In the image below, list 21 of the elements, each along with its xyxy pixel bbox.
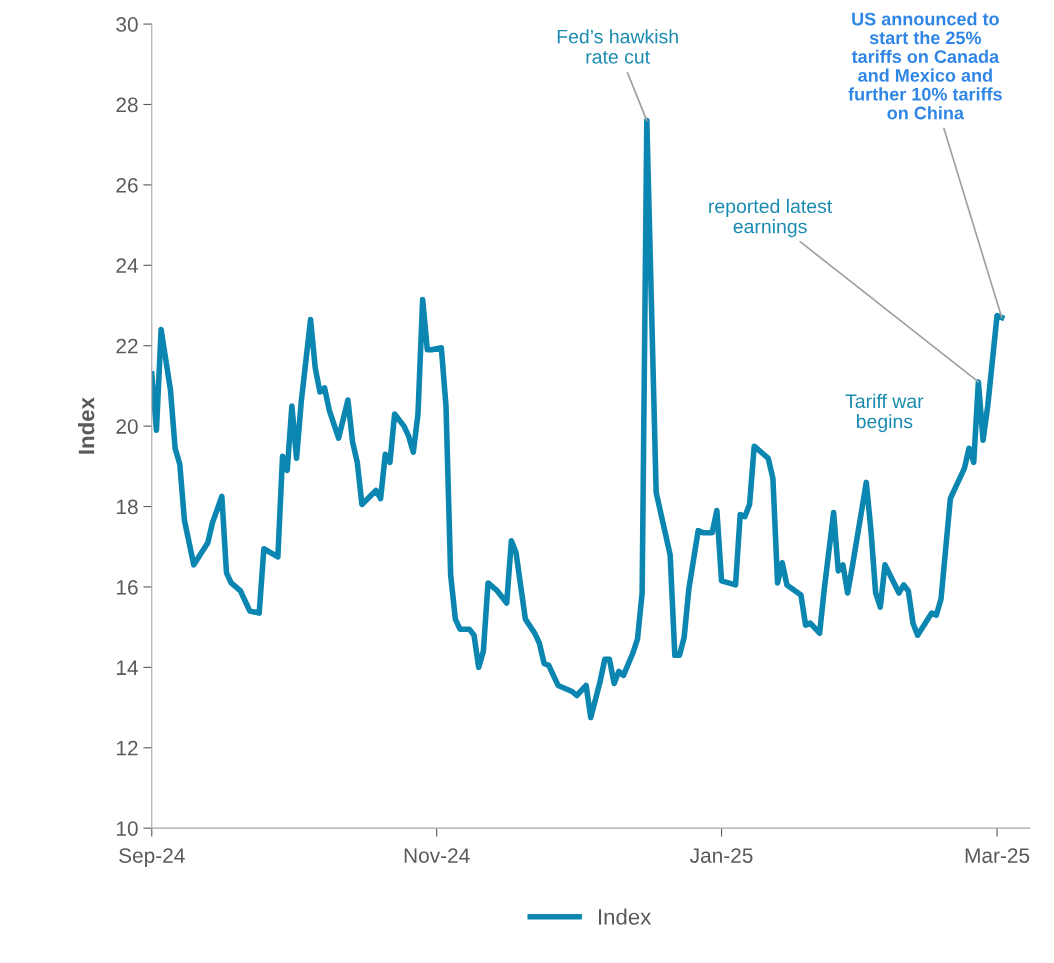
- x-tick-label: Mar-25: [965, 848, 1030, 863]
- annotation: reported latest earnings: [709, 198, 833, 238]
- x-tick-label: Nov-24: [404, 848, 470, 863]
- y-axis-title: Index: [78, 397, 95, 454]
- y-tick-label: 14: [117, 660, 138, 675]
- y-tick-label: 10: [117, 821, 138, 836]
- y-tick-label: 12: [117, 740, 138, 756]
- annotation: Tariff war begins: [845, 393, 924, 433]
- legend-label: Index: [598, 908, 652, 925]
- y-tick-label: 18: [117, 499, 138, 515]
- y-tick-label: 20: [116, 419, 138, 434]
- y-tick-label: 28: [116, 97, 138, 113]
- annotation: Fed’s hawkish rate cut: [557, 29, 678, 64]
- y-tick-label: 24: [116, 258, 138, 273]
- annotation: US announced to start the 25% tariffs on Canada and Mexico and further 10% tariffs on China: [848, 12, 1002, 120]
- y-tick-label: 16: [117, 579, 138, 595]
- y-tick-label: 22: [116, 338, 138, 354]
- x-tick-label: Jan-25: [690, 848, 753, 863]
- y-tick-label: 26: [116, 177, 138, 193]
- x-tick-label: Sep-24: [119, 848, 185, 868]
- y-tick-label: 30: [116, 17, 138, 32]
